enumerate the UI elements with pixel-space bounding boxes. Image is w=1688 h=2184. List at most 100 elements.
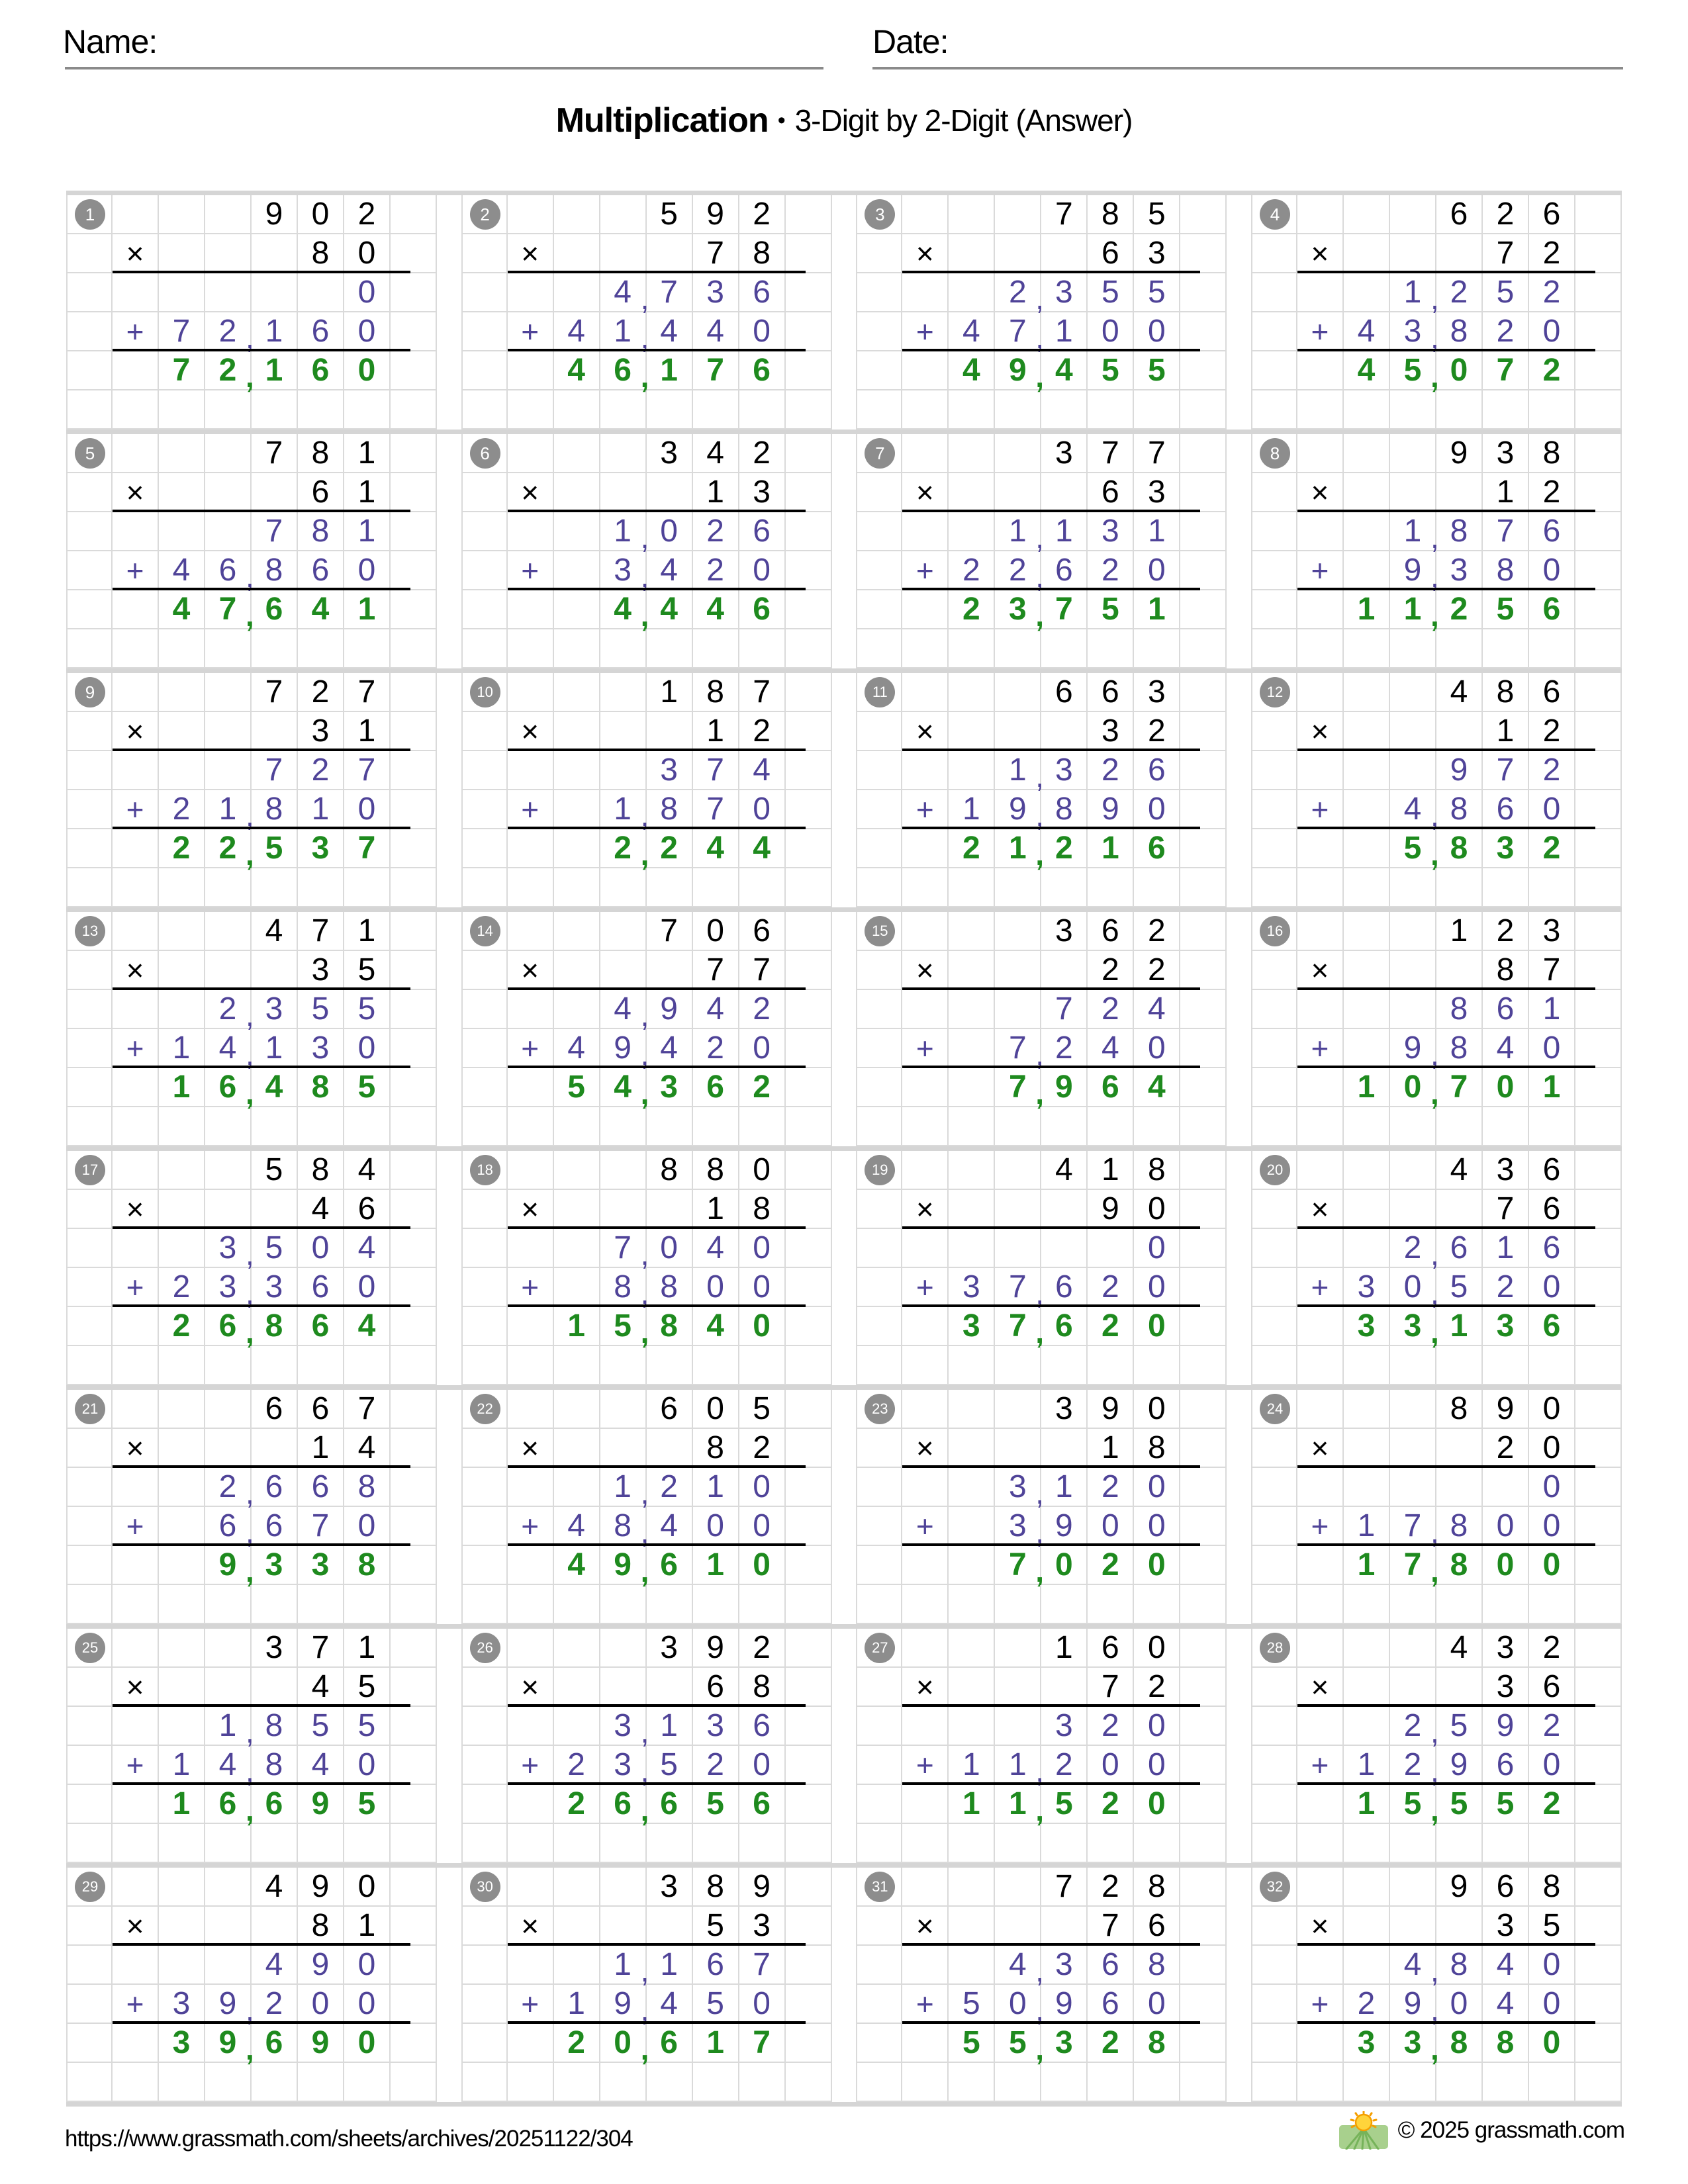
grid-cell: 1 (995, 829, 1042, 868)
grid-cell (1250, 629, 1297, 668)
grid-cell: 8 (692, 1151, 739, 1190)
digit: 6 (218, 552, 237, 588)
grid-cell: 7 (1088, 1907, 1135, 1946)
digit: 0 (660, 1230, 678, 1265)
grid-cell: 3 (646, 751, 693, 790)
grid-cell: 7, (1035, 590, 1088, 631)
name-input-line[interactable] (65, 67, 823, 69)
grid-cell: 0 (344, 1985, 391, 2024)
grid-cell (391, 312, 437, 351)
grid-cell: 0 (692, 1390, 739, 1429)
grid-cell (113, 512, 159, 551)
grid-cell: 1, (1430, 1307, 1483, 1347)
grid-cell (785, 673, 832, 712)
digit: 0 (1055, 1547, 1073, 1582)
grid-cell: 9 (298, 2024, 344, 2063)
digit: 3 (1496, 435, 1515, 471)
grid-cell (1297, 273, 1344, 312)
grid-cell: 0 (1528, 551, 1575, 590)
grid-cell: 0 (739, 1746, 786, 1785)
comma: , (640, 598, 649, 633)
digit: 9 (1008, 791, 1027, 827)
grid-cell (1088, 1824, 1135, 1863)
grid-cell: 7 (1088, 1668, 1135, 1707)
grid-cell (298, 1824, 344, 1863)
multiply-sign: × (915, 952, 934, 987)
grid-cell: 3 (1088, 712, 1135, 751)
digit: 3 (1055, 2025, 1073, 2060)
grid-cell (1250, 990, 1297, 1029)
total-rule-line (507, 349, 806, 351)
grid-cell (1528, 2063, 1575, 2102)
grid-cell: × (902, 712, 949, 751)
grid-cell (1575, 1629, 1622, 1668)
grid-cell: 6 (1041, 673, 1088, 712)
grid-cell: 8 (1482, 2024, 1529, 2063)
grid-cell (1482, 1824, 1529, 1863)
grid-cell: 4, (641, 1985, 693, 2025)
grid-cell (507, 912, 554, 951)
digit: 7 (706, 791, 724, 827)
grid-cell: + (902, 1029, 949, 1068)
grid-cell: 3 (1389, 1307, 1436, 1346)
grid-cell (553, 1707, 600, 1746)
grid-cell: 17 (66, 1151, 113, 1190)
total-rule-line (507, 2021, 806, 2024)
problem-number-badge: 13 (75, 916, 105, 946)
total-rule-line (113, 1066, 410, 1068)
grid-cell (856, 1668, 903, 1707)
grid-cell: 0 (1528, 1507, 1575, 1546)
grid-cell (646, 868, 693, 907)
problems-row: 29 4 9 0 × 8 1 4 9 0 +3 9 2, 0 0 3 9 6, 9 0 30 3 8 9 × 5 3 1 1, 6 7 +1 9… (66, 1868, 1622, 2102)
grid-cell (1343, 434, 1390, 473)
grid-cell (159, 1507, 205, 1546)
grid-cell: 1 (995, 1746, 1042, 1785)
grid-cell (1343, 1346, 1390, 1385)
grid-cell (391, 273, 437, 312)
date-input-line[interactable] (872, 67, 1623, 69)
grid-cell (391, 1546, 437, 1585)
grid-cell (1180, 1707, 1227, 1746)
grid-cell (1134, 1346, 1181, 1385)
grid-cell (1343, 512, 1390, 551)
grid-cell (856, 1190, 903, 1229)
digit: 2 (1101, 552, 1119, 588)
grid-cell (1088, 1346, 1135, 1385)
grid-cell: 2 (995, 551, 1042, 590)
grid-cell (1088, 629, 1135, 668)
grid-cell (1575, 1429, 1622, 1468)
grid-cell: 2 (1528, 1707, 1575, 1746)
digit: 9 (1055, 1985, 1073, 2021)
grid-cell (949, 473, 996, 512)
grid-cell: 6 (298, 312, 344, 351)
grid-cell: 0 (1134, 1390, 1181, 1429)
grid-cell (1180, 473, 1227, 512)
grid-cell: 4 (1482, 1985, 1529, 2024)
grid-cell (1134, 868, 1181, 907)
grid-cell: 7 (1134, 434, 1181, 473)
grid-cell: 0 (1528, 1390, 1575, 1429)
comma: , (1035, 1754, 1045, 1788)
grid-cell (1436, 1346, 1483, 1385)
grid-cell (600, 951, 647, 990)
plus-sign: + (1311, 1986, 1329, 2021)
grid-cell (1180, 2024, 1227, 2063)
grid-cell (856, 312, 903, 351)
grid-cell (553, 868, 600, 907)
problem-27: 27 1 6 0 × 7 2 3 2 0 +1 1 2, 0 0 1 1 5, 2 0 (856, 1629, 1227, 1863)
digit: 1 (311, 791, 330, 827)
grid-cell (344, 868, 391, 907)
grid-cell: 5, (246, 829, 298, 870)
grid-cell: + (902, 312, 949, 351)
grid-cell (1575, 1190, 1622, 1229)
grid-cell: × (113, 712, 159, 751)
grid-cell (995, 434, 1042, 473)
grid-cell (995, 1229, 1042, 1268)
grid-cell (461, 1668, 508, 1707)
grid-cell: 2 (1088, 1707, 1135, 1746)
grid-cell: 8, (246, 1707, 298, 1747)
digit: 1 (1008, 830, 1027, 866)
grid-cell (66, 473, 113, 512)
problem-number-badge: 27 (865, 1633, 896, 1663)
grid-cell: 2 (298, 751, 344, 790)
